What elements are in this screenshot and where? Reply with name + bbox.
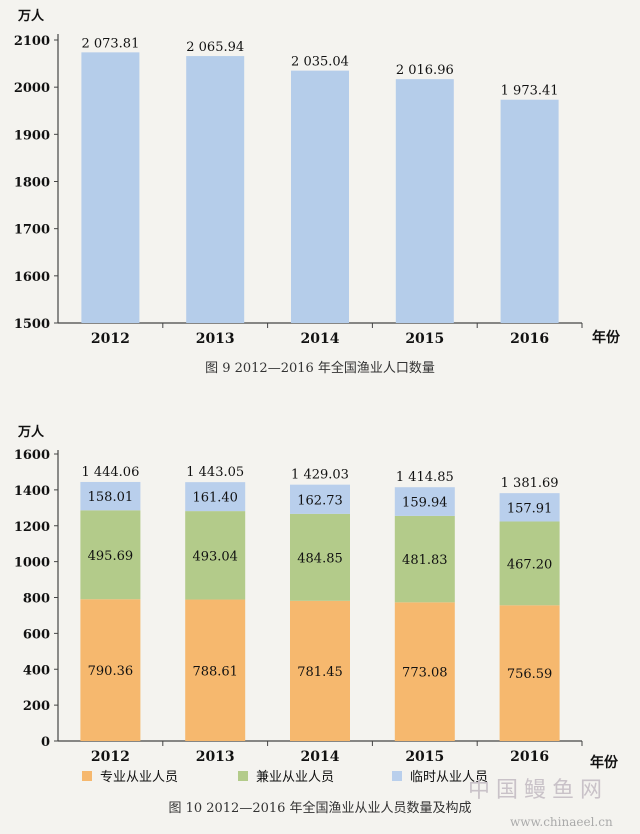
y-tick-label: 1500 (14, 317, 50, 332)
x-tick-label: 2013 (196, 331, 235, 347)
x-axis-unit: 年份 (592, 329, 621, 346)
chart-caption: 图 9 2012—2016 年全国渔业人口数量 (205, 360, 435, 376)
segment-value-label: 790.36 (88, 664, 134, 679)
y-tick-label: 1600 (14, 270, 50, 285)
chart-1-fishery-population: 万人 1500 1600 1700 1800 1900 2000 2100 2 073.81 20… (14, 8, 621, 376)
y-tick-label: 1200 (14, 520, 50, 535)
segment-value-label: 481.83 (402, 553, 448, 568)
x-tick-label: 2015 (405, 331, 444, 347)
bar-segment-2014-1 (290, 513, 350, 601)
bar-total-label: 1 444.06 (81, 465, 139, 480)
y-tick-label: 1000 (14, 556, 50, 571)
legend-label: 兼业从业人员 (256, 770, 334, 785)
segment-value-label: 159.94 (402, 496, 448, 511)
y-tick-label: 1600 (14, 448, 50, 463)
bar-segment-2012-1 (80, 510, 141, 600)
bar-total-label: 1 429.03 (291, 468, 349, 483)
x-tick-label: 2016 (510, 331, 549, 347)
legend-swatch (238, 771, 248, 781)
y-tick-label: 400 (23, 663, 50, 678)
y-tick-label: 2100 (14, 34, 50, 49)
bar-segment-2016-0 (499, 605, 560, 741)
legend-label: 专业从业人员 (100, 770, 178, 785)
bar-value-label: 2 035.04 (291, 55, 349, 70)
x-axis-unit: 年份 (590, 754, 619, 771)
bar-segment-2013-1 (185, 511, 246, 600)
segment-value-label: 484.85 (297, 551, 343, 566)
bar-2013 (186, 56, 245, 323)
x-tick-label: 2016 (510, 749, 549, 765)
bar-value-label: 2 016.96 (396, 63, 454, 78)
x-tick-label: 2012 (91, 331, 130, 347)
segment-value-label: 158.01 (88, 490, 134, 505)
bar-2012 (81, 52, 140, 323)
y-tick-label: 200 (23, 699, 50, 714)
segment-value-label: 756.59 (507, 667, 553, 682)
bar-segment-2016-2 (499, 493, 560, 522)
bar-segment-2014-0 (290, 600, 350, 741)
x-tick-label: 2012 (91, 749, 130, 765)
chart-2-fishery-workers: 万人 0 200 400 600 800 1000 1200 1400 1600 790.36 495… (14, 424, 619, 816)
segment-value-label: 162.73 (297, 493, 343, 508)
x-tick-label: 2015 (405, 749, 444, 765)
segment-value-label: 467.20 (507, 557, 553, 572)
bar-total-label: 1 381.69 (501, 476, 559, 491)
y-tick-label: 1400 (14, 484, 50, 499)
chart-caption: 图 10 2012—2016 年全国渔业从业人员数量及构成 (168, 800, 471, 816)
bar-segment-2014-2 (290, 484, 350, 514)
bar-value-label: 1 973.41 (501, 84, 559, 99)
legend-swatch (82, 771, 92, 781)
segment-value-label: 157.91 (507, 501, 553, 516)
y-axis-unit: 万人 (17, 8, 45, 24)
bar-segment-2015-0 (394, 602, 455, 741)
bar-segment-2016-1 (499, 521, 560, 606)
segment-value-label: 781.45 (297, 665, 343, 680)
watermark-brand: 中国鳗鱼网 (468, 778, 608, 803)
legend-label: 临时从业人员 (410, 770, 488, 785)
bar-2014 (291, 70, 349, 323)
y-tick-label: 1700 (14, 223, 50, 238)
watermark-url: www.chinaeel.cn (510, 815, 613, 829)
segment-value-label: 773.08 (402, 666, 448, 681)
segment-value-label: 493.04 (192, 549, 238, 564)
y-tick-label: 800 (23, 592, 50, 607)
bar-segment-2013-2 (185, 482, 246, 512)
y-tick-label: 0 (41, 735, 50, 750)
bar-segment-2012-0 (80, 599, 141, 741)
segment-value-label: 495.69 (88, 549, 134, 564)
bar-value-label: 2 065.94 (186, 40, 244, 55)
x-tick-label: 2013 (196, 749, 235, 765)
y-tick-label: 1800 (14, 176, 50, 191)
y-axis-unit: 万人 (17, 424, 45, 440)
y-tick-label: 1900 (14, 128, 50, 143)
bar-total-label: 1 443.05 (186, 465, 244, 480)
bar-segment-2013-0 (185, 599, 246, 741)
y-tick-label: 2000 (14, 81, 50, 96)
bar-total-label: 1 414.85 (396, 470, 454, 485)
bar-segment-2015-2 (394, 487, 455, 516)
bar-segment-2015-1 (394, 515, 455, 603)
bar-value-label: 2 073.81 (81, 36, 139, 51)
legend-swatch (392, 771, 402, 781)
bar-2015 (395, 79, 454, 323)
segment-value-label: 161.40 (192, 491, 238, 506)
segment-value-label: 788.61 (192, 664, 238, 679)
bar-segment-2012-2 (80, 481, 141, 511)
x-tick-label: 2014 (301, 331, 340, 347)
y-tick-label: 600 (23, 627, 50, 642)
bar-2016 (500, 99, 559, 323)
x-tick-label: 2014 (301, 749, 340, 765)
